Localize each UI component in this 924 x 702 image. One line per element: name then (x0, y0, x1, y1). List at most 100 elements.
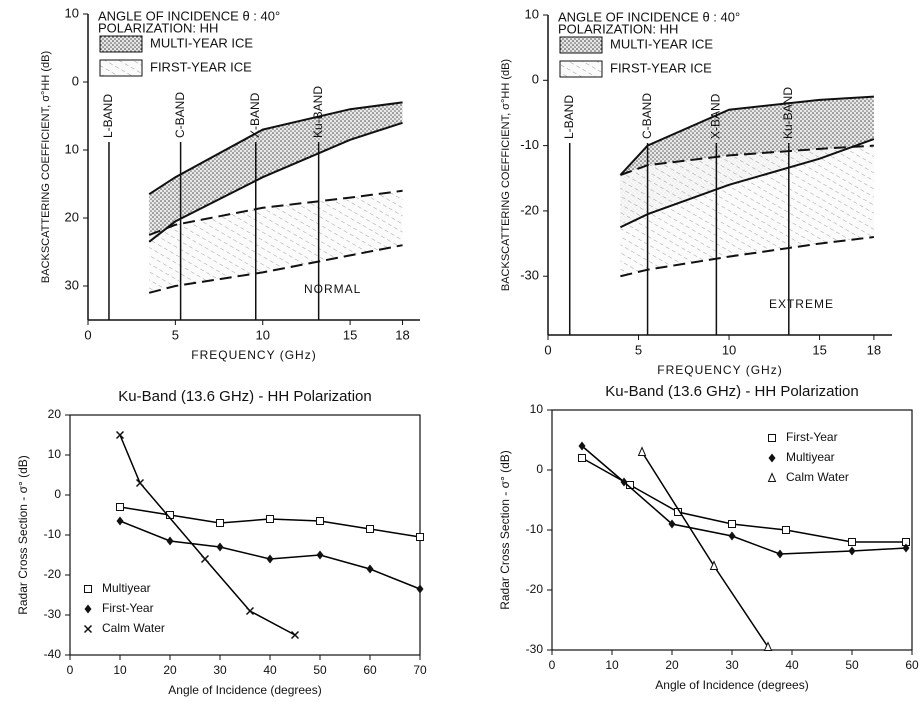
band-edge (620, 236, 875, 278)
x-axis-label: FREQUENCY (GHz) (657, 363, 782, 377)
band-fill (149, 102, 403, 242)
x-tick-label: 10 (113, 663, 127, 677)
chart-title: Ku-Band (13.6 GHz) - HH Polarization (605, 383, 858, 400)
fit-line (581, 445, 907, 555)
band-fill (620, 145, 874, 277)
x-axis-label: Angle of Incidence (degrees) (168, 683, 321, 697)
marker (115, 430, 125, 440)
marker (116, 516, 124, 526)
marker (135, 478, 145, 488)
marker (768, 434, 776, 442)
marker (776, 549, 784, 559)
marker (668, 519, 676, 529)
marker (84, 585, 92, 593)
band-label: Ku-BAND (781, 87, 795, 139)
y-axis-label: BACKSCATTERING COEFFICIENT, σ°HH (dB) (500, 59, 512, 291)
marker (166, 536, 174, 546)
marker (316, 517, 324, 525)
x-tick-label: 10 (605, 658, 619, 672)
x-tick-label: 18 (867, 342, 881, 357)
annotation: ANGLE OF INCIDENCE θ : 40° (98, 8, 280, 23)
y-tick-label: 30 (65, 277, 79, 292)
marker (637, 446, 647, 456)
legend-label: FIRST-YEAR ICE (610, 60, 712, 75)
band-fill (149, 190, 403, 293)
y-tick-label: -10 (44, 527, 62, 541)
x-tick-label: 50 (313, 663, 327, 677)
y-tick-label: 0 (54, 487, 61, 501)
y-tick-label: -30 (44, 607, 62, 621)
marker (84, 604, 92, 614)
legend-swatch (99, 35, 143, 53)
marker (416, 533, 424, 541)
marker (782, 526, 790, 534)
x-tick-label: 10 (256, 327, 270, 342)
x-tick-label: 50 (845, 658, 859, 672)
marker (768, 453, 776, 463)
note: NORMAL (304, 282, 361, 296)
fit-line (581, 457, 906, 543)
x-tick-label: 60 (363, 663, 377, 677)
x-tick-label: 70 (413, 663, 427, 677)
legend-label: First-Year (786, 430, 838, 444)
x-tick-label: 20 (163, 663, 177, 677)
x-tick-label: 18 (395, 327, 409, 342)
marker (728, 531, 736, 541)
y-tick-label: 10 (65, 5, 79, 20)
marker (416, 584, 424, 594)
legend-label: MULTI-YEAR ICE (610, 36, 713, 51)
x-tick-label: 20 (665, 658, 679, 672)
x-axis-label: Angle of Incidence (degrees) (655, 678, 808, 692)
band-edge (619, 95, 874, 176)
marker (266, 515, 274, 523)
annotation: POLARIZATION: HH (558, 21, 678, 36)
marker (83, 624, 93, 634)
x-tick-label: 10 (722, 342, 736, 357)
y-tick-label: 0 (536, 462, 543, 476)
x-tick-label: 15 (343, 327, 357, 342)
x-tick-label: 15 (812, 342, 826, 357)
marker (245, 606, 255, 616)
y-tick-label: 10 (48, 447, 62, 461)
y-tick-label: -30 (520, 268, 539, 283)
marker (578, 454, 586, 462)
x-tick-label: 40 (785, 658, 799, 672)
y-tick-label: 10 (530, 402, 544, 416)
band-edge (148, 244, 403, 294)
x-tick-label: 0 (549, 658, 556, 672)
legend-swatch (559, 60, 603, 78)
y-tick-label: 10 (525, 6, 539, 21)
band-label: X-BAND (248, 92, 262, 138)
annotation: ANGLE OF INCIDENCE θ : 40° (558, 9, 740, 24)
legend-swatch (559, 36, 603, 54)
marker (620, 477, 628, 487)
band-edge (148, 189, 403, 236)
fit-line (641, 451, 769, 648)
band-label: C-BAND (173, 92, 187, 138)
band-label: X-BAND (709, 93, 723, 139)
y-axis-label: Radar Cross Section - σ° (dB) (498, 450, 512, 610)
y-tick-label: -40 (44, 647, 62, 661)
x-tick-label: 60 (905, 658, 919, 672)
x-tick-label: 0 (544, 342, 551, 357)
band-edge (620, 144, 874, 176)
legend-label: FIRST-YEAR ICE (150, 59, 252, 74)
band-edge (619, 138, 875, 229)
x-tick-label: 0 (84, 327, 91, 342)
note: EXTREME (769, 297, 834, 311)
band-label: Ku-BAND (311, 86, 325, 138)
x-tick-label: 30 (725, 658, 739, 672)
band-label: L-BAND (101, 94, 115, 138)
band-label: L-BAND (562, 95, 576, 139)
y-tick-label: -20 (520, 202, 539, 217)
y-tick-label: -10 (520, 137, 539, 152)
y-tick-label: 0 (72, 73, 79, 88)
y-tick-label: 20 (48, 407, 62, 421)
y-tick-label: 10 (65, 141, 79, 156)
x-tick-label: 40 (263, 663, 277, 677)
x-tick-label: 5 (172, 327, 179, 342)
marker (266, 554, 274, 564)
x-tick-label: 5 (635, 342, 642, 357)
band-label: C-BAND (640, 93, 654, 139)
marker (728, 520, 736, 528)
